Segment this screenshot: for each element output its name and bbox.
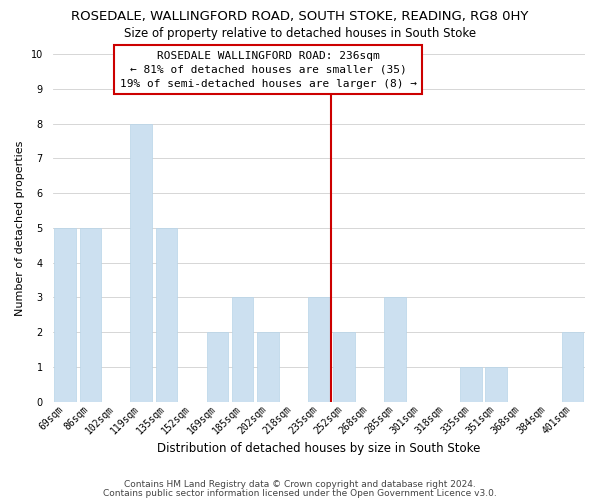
Bar bbox=[80, 228, 101, 402]
Bar bbox=[55, 228, 76, 402]
Text: ROSEDALE, WALLINGFORD ROAD, SOUTH STOKE, READING, RG8 0HY: ROSEDALE, WALLINGFORD ROAD, SOUTH STOKE,… bbox=[71, 10, 529, 23]
Bar bbox=[562, 332, 583, 402]
Text: Contains public sector information licensed under the Open Government Licence v3: Contains public sector information licen… bbox=[103, 488, 497, 498]
Bar bbox=[130, 124, 152, 402]
Bar bbox=[460, 367, 482, 402]
Text: Contains HM Land Registry data © Crown copyright and database right 2024.: Contains HM Land Registry data © Crown c… bbox=[124, 480, 476, 489]
Bar bbox=[257, 332, 279, 402]
Text: Size of property relative to detached houses in South Stoke: Size of property relative to detached ho… bbox=[124, 28, 476, 40]
Bar bbox=[308, 298, 329, 402]
Bar bbox=[156, 228, 178, 402]
Bar bbox=[232, 298, 253, 402]
Y-axis label: Number of detached properties: Number of detached properties bbox=[15, 140, 25, 316]
Bar bbox=[485, 367, 507, 402]
X-axis label: Distribution of detached houses by size in South Stoke: Distribution of detached houses by size … bbox=[157, 442, 481, 455]
Bar bbox=[206, 332, 228, 402]
Text: ROSEDALE WALLINGFORD ROAD: 236sqm
← 81% of detached houses are smaller (35)
19% : ROSEDALE WALLINGFORD ROAD: 236sqm ← 81% … bbox=[119, 50, 416, 88]
Bar bbox=[334, 332, 355, 402]
Bar bbox=[384, 298, 406, 402]
